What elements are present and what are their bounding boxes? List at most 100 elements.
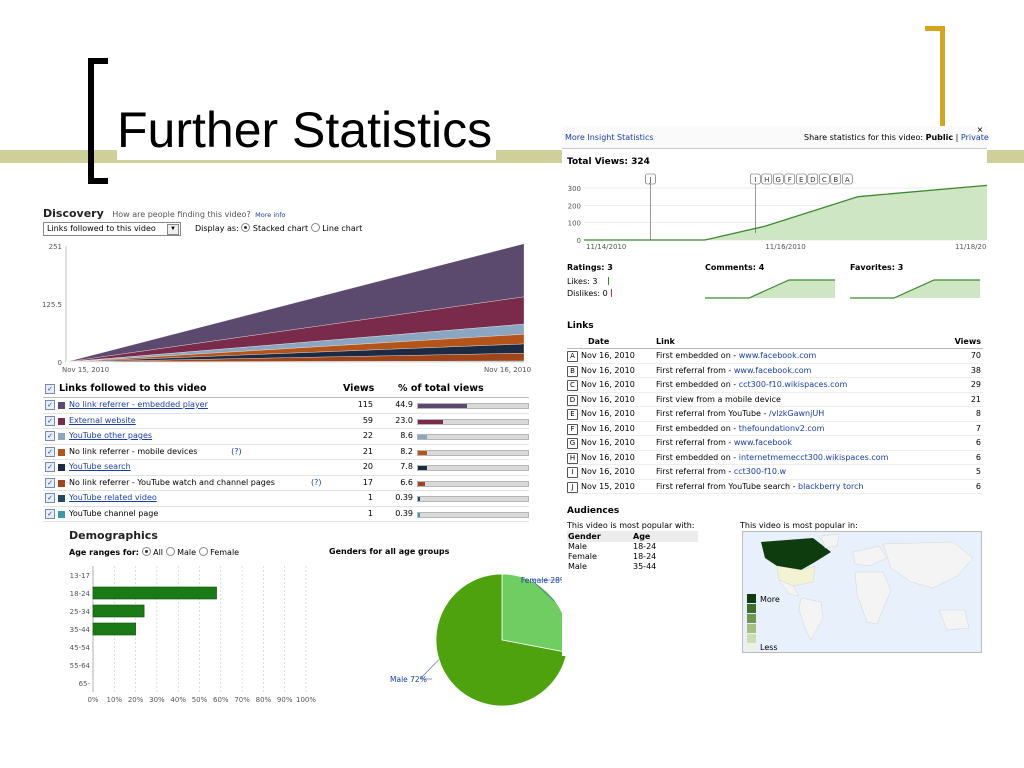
row-link-url[interactable]: blackberry torch xyxy=(798,481,864,491)
age-female-radio[interactable] xyxy=(198,547,208,556)
row-views: 1 xyxy=(367,508,373,518)
demographics-panel: Demographics Age ranges for: All Male Fe… xyxy=(62,524,567,709)
more-insight-link[interactable]: More Insight Statistics xyxy=(565,133,654,142)
total-views-label: Total Views: 324 xyxy=(567,157,650,167)
x-tick-label: Nov 15, 2010 xyxy=(62,366,109,374)
row-pct: 7.8 xyxy=(400,462,413,471)
aud-age: 35-44 xyxy=(633,562,657,571)
map-africa xyxy=(854,571,892,625)
row-checkbox[interactable]: ✓ xyxy=(45,446,55,457)
row-checkbox[interactable]: ✓ xyxy=(45,431,55,441)
table-row: ✓ No link referrer - mobile devices 21 8.2 (… xyxy=(43,445,529,460)
select-all-checkbox[interactable]: ✓ xyxy=(45,384,55,394)
comments-label: Comments: 4 xyxy=(705,263,765,272)
genders-title: Genders for all age groups xyxy=(329,547,450,556)
dislikes-bar xyxy=(611,289,613,297)
row-checkbox[interactable]: ✓ xyxy=(45,462,55,472)
ratings-label: Ratings: 3 xyxy=(567,263,613,272)
y-tick-label: 251 xyxy=(49,243,62,251)
row-views: 21 xyxy=(362,446,373,456)
y-tick-label: 45-54 xyxy=(70,644,91,652)
more-info-link[interactable]: More info xyxy=(255,211,286,219)
row-link-url[interactable]: www.facebook xyxy=(733,438,792,447)
male-pie-label: Male 72% xyxy=(390,675,427,684)
x-tick-label: 60% xyxy=(213,696,229,704)
row-views: 29 xyxy=(970,380,981,389)
row-pct: 8.2 xyxy=(400,446,413,456)
age-ranges-label: Age ranges for: xyxy=(69,548,139,557)
insight-links-table: Date Link Views A Nov 16, 2010 First embed… xyxy=(567,336,983,494)
table-row: B Nov 16, 2010 First referral from - www.f… xyxy=(567,364,983,378)
close-icon[interactable]: × xyxy=(977,125,983,136)
series-swatch xyxy=(58,510,65,518)
stacked-chart-radio[interactable] xyxy=(241,223,251,232)
map-europe xyxy=(852,545,888,567)
private-link[interactable]: Private xyxy=(960,133,989,142)
row-views: 5 xyxy=(975,467,981,476)
female-pie-label: Female 28% xyxy=(521,576,567,585)
male-slice xyxy=(435,573,567,707)
row-label[interactable]: YouTube other pages xyxy=(69,431,153,440)
event-marker xyxy=(818,173,830,185)
help-link[interactable]: (?) xyxy=(231,446,242,456)
x-tick-label: 40% xyxy=(170,696,186,704)
row-label: No link referrer - YouTube watch and cha… xyxy=(69,477,275,487)
row-pct-fill xyxy=(418,450,428,455)
event-marker xyxy=(784,173,796,185)
row-link-text: First referral from - xyxy=(656,467,734,476)
row-link-url[interactable]: internetmemecct300.wikispaces.com xyxy=(738,452,889,462)
row-checkbox[interactable]: ✓ xyxy=(45,400,55,410)
row-link-url[interactable]: www.facebook.com xyxy=(738,351,817,360)
row-marker: I xyxy=(567,467,578,478)
y-tick-label: 65- xyxy=(79,680,91,688)
public-option[interactable]: Public xyxy=(925,133,954,142)
row-link-url[interactable]: thefoundationv2.com xyxy=(738,423,825,433)
row-link-url[interactable]: /vlzkGawnjUH xyxy=(768,409,825,418)
age-all-radio[interactable] xyxy=(141,547,151,556)
event-marker xyxy=(761,173,773,185)
row-link-url[interactable]: www.facebook.com xyxy=(733,365,812,375)
row-checkbox[interactable]: ✓ xyxy=(45,415,55,426)
table-row: E Nov 16, 2010 First referral from YouTube… xyxy=(567,407,983,422)
row-checkbox[interactable]: ✓ xyxy=(45,493,55,503)
table-row: H Nov 16, 2010 First embedded on - interne… xyxy=(567,451,983,465)
event-marker xyxy=(749,173,761,185)
popular-with-label: This video is most popular with: xyxy=(567,521,695,530)
world-map: More Less xyxy=(742,531,982,653)
likes-bar xyxy=(608,277,609,285)
row-checkbox[interactable]: ✓ xyxy=(45,508,55,519)
table-row: ✓ No link referrer - embedded player 115 44… xyxy=(43,398,529,414)
row-checkbox[interactable]: ✓ xyxy=(45,477,55,488)
row-label[interactable]: YouTube related video xyxy=(69,493,157,502)
y-tick-label: 100 xyxy=(568,220,581,228)
row-pct-fill xyxy=(418,497,421,501)
age-male-radio[interactable] xyxy=(165,547,175,556)
y-tick-label: 300 xyxy=(568,185,581,193)
x-tick-label: 100% xyxy=(296,696,316,704)
series-swatch xyxy=(58,479,65,487)
row-date: Nov 16, 2010 xyxy=(581,409,635,418)
row-pct-bar xyxy=(417,465,529,471)
event-marker-label: F xyxy=(788,176,792,184)
row-date: Nov 15, 2010 xyxy=(581,481,635,491)
row-link-url[interactable]: cct300-f10.wikispaces.com xyxy=(738,380,848,389)
row-views: 22 xyxy=(362,431,373,440)
audience-row: Male 18-24 xyxy=(567,542,698,552)
links-dropdown[interactable]: Links followed to this video ▼ xyxy=(43,222,181,236)
row-label[interactable]: External website xyxy=(69,415,136,425)
row-label[interactable]: No link referrer - embedded player xyxy=(69,400,208,409)
event-marker xyxy=(807,173,819,185)
row-label[interactable]: YouTube search xyxy=(69,462,131,471)
x-tick-label: 90% xyxy=(277,696,293,704)
row-pct-fill xyxy=(418,466,427,470)
row-marker: J xyxy=(567,481,578,493)
y-tick-label: 125.5 xyxy=(42,301,62,309)
map-canada xyxy=(761,538,831,570)
table-header-views: Views xyxy=(343,383,375,394)
help-link[interactable]: (?) xyxy=(311,477,322,487)
line-chart-radio[interactable] xyxy=(310,223,320,232)
display-as-label: Display as: xyxy=(195,224,239,233)
row-link-url[interactable]: cct300-f10.w xyxy=(733,467,787,476)
row-marker: F xyxy=(567,423,578,435)
aud-gender: Male xyxy=(568,542,587,551)
